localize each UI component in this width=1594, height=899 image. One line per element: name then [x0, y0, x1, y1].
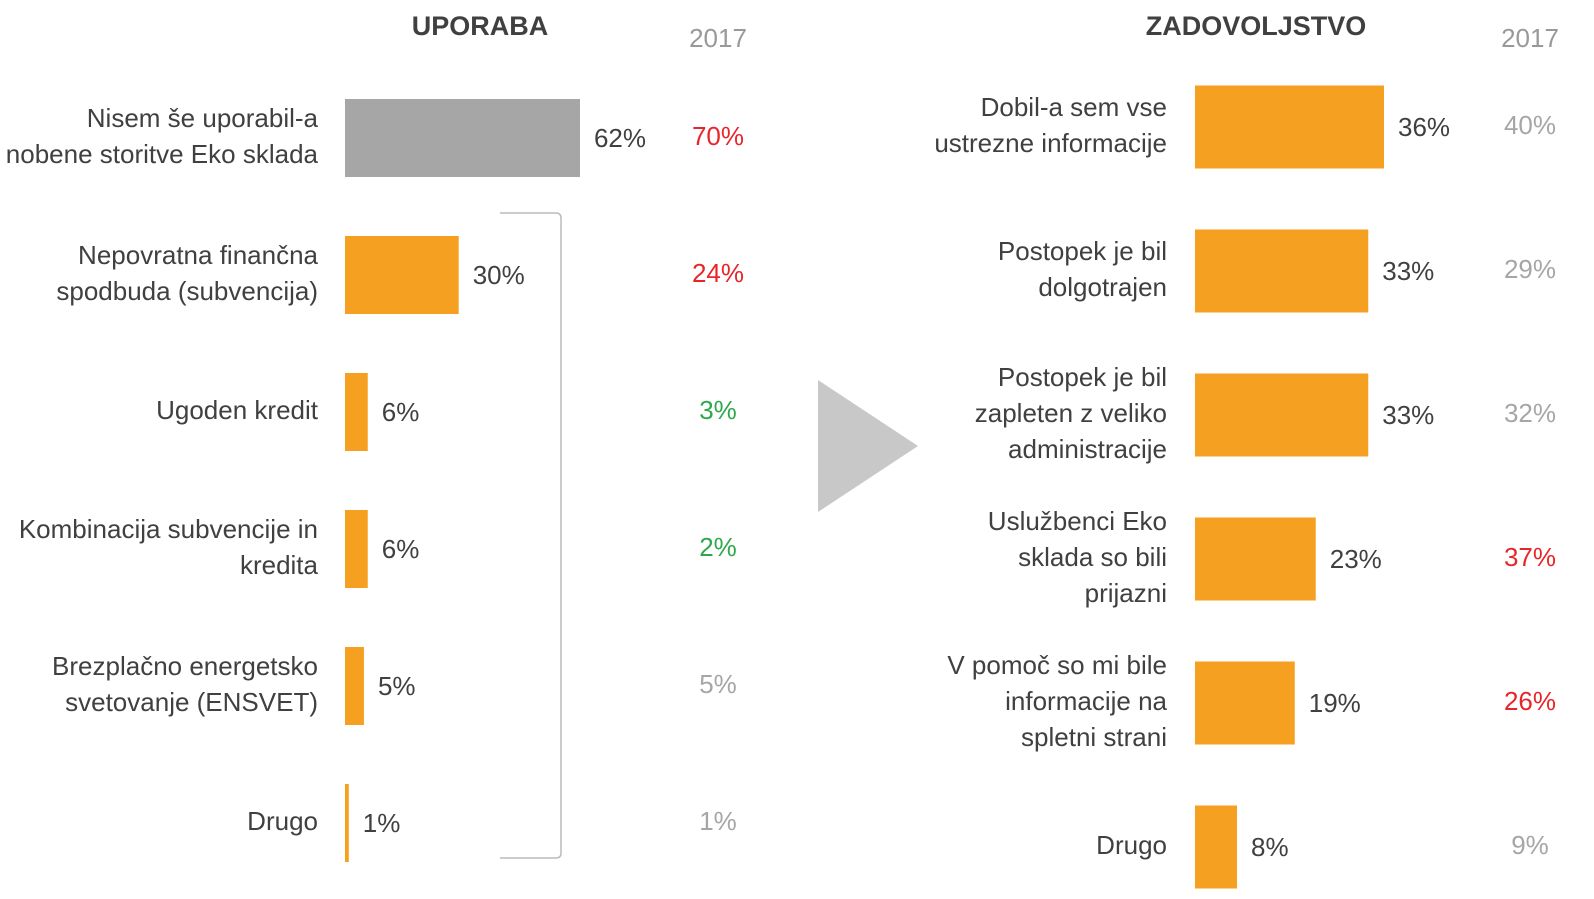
chart-title: ZADOVOLJSTVO — [1146, 11, 1367, 41]
bar — [1195, 229, 1369, 313]
comparison-label: 5% — [699, 669, 737, 699]
category-label: svetovanje (ENSVET) — [65, 687, 318, 717]
value-label: 23% — [1330, 544, 1382, 574]
category-label: V pomoč so mi bile — [947, 650, 1167, 680]
bar — [1195, 661, 1295, 745]
bar — [345, 784, 349, 862]
category-label: Kombinacija subvencije in — [19, 514, 318, 544]
value-label: 6% — [382, 397, 420, 427]
category-label: nobene storitve Eko sklada — [6, 139, 319, 169]
arrow — [818, 380, 918, 512]
comparison-label: 9% — [1511, 830, 1549, 860]
comparison-label: 37% — [1504, 542, 1556, 572]
chart-title: UPORABA — [412, 11, 549, 41]
value-label: 33% — [1382, 256, 1434, 286]
category-label: sklada so bili — [1018, 542, 1167, 572]
category-label: spletni strani — [1021, 722, 1167, 752]
bar — [345, 236, 459, 314]
bar — [1195, 85, 1384, 169]
value-label: 5% — [378, 671, 416, 701]
bar — [345, 99, 580, 177]
category-label: Nisem še uporabil-a — [87, 103, 319, 133]
comparison-label: 3% — [699, 395, 737, 425]
category-label: Drugo — [247, 806, 318, 836]
comparison-title: 2017 — [1501, 23, 1559, 53]
value-label: 33% — [1382, 400, 1434, 430]
bracket — [500, 212, 562, 859]
category-label: Postopek je bil — [998, 362, 1167, 392]
category-label: dolgotrajen — [1038, 272, 1167, 302]
bar — [1195, 373, 1369, 457]
bar — [345, 647, 364, 725]
comparison-label: 26% — [1504, 686, 1556, 716]
category-label: Nepovratna finančna — [78, 240, 318, 270]
bar — [345, 510, 368, 588]
category-label: Uslužbenci Eko — [988, 506, 1167, 536]
comparison-label: 70% — [692, 121, 744, 151]
value-label: 6% — [382, 534, 420, 564]
category-label: ustrezne informacije — [934, 128, 1167, 158]
comparison-label: 2% — [699, 532, 737, 562]
comparison-label: 24% — [692, 258, 744, 288]
value-label: 8% — [1251, 832, 1289, 862]
value-label: 1% — [363, 808, 401, 838]
value-label: 19% — [1309, 688, 1361, 718]
value-label: 36% — [1398, 112, 1450, 142]
comparison-label: 29% — [1504, 254, 1556, 284]
category-label: Dobil-a sem vse — [981, 92, 1167, 122]
comparison-label: 1% — [699, 806, 737, 836]
category-label: Drugo — [1096, 830, 1167, 860]
value-label: 30% — [473, 260, 525, 290]
category-label: administracije — [1008, 434, 1167, 464]
bar — [1195, 805, 1237, 889]
bar — [1195, 517, 1316, 601]
category-label: Postopek je bil — [998, 236, 1167, 266]
category-label: Brezplačno energetsko — [52, 651, 318, 681]
comparison-label: 40% — [1504, 110, 1556, 140]
category-label: informacije na — [1005, 686, 1167, 716]
category-label: zapleten z veliko — [975, 398, 1167, 428]
value-label: 62% — [594, 123, 646, 153]
comparison-title: 2017 — [689, 23, 747, 53]
comparison-label: 32% — [1504, 398, 1556, 428]
category-label: prijazni — [1085, 578, 1167, 608]
category-label: spodbuda (subvencija) — [56, 276, 318, 306]
category-label: Ugoden kredit — [156, 395, 319, 425]
category-label: kredita — [240, 550, 319, 580]
bar — [345, 373, 368, 451]
